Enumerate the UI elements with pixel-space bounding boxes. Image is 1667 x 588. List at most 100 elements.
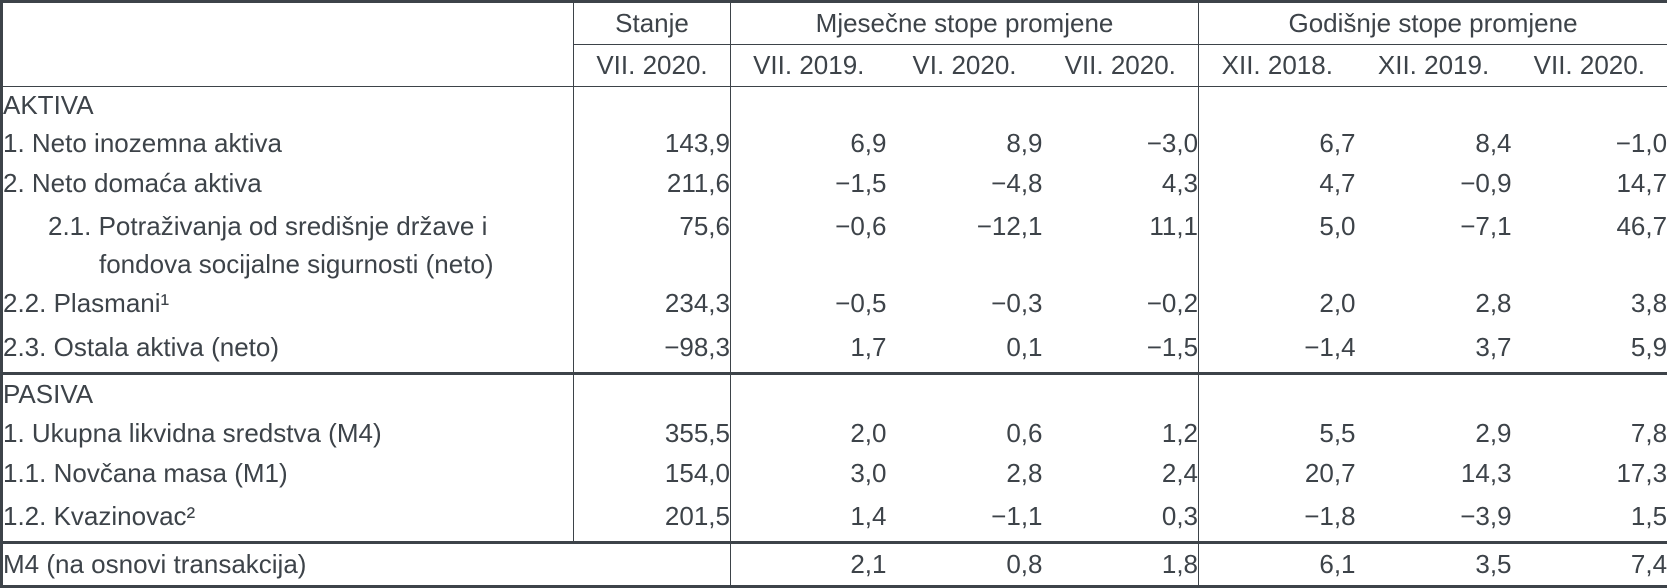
cell-value: 5,5	[1319, 418, 1356, 449]
section-label: PASIVA	[1, 373, 574, 414]
cell-value: 46,7	[1616, 211, 1667, 242]
empty-cell	[887, 374, 1043, 414]
row-kvazinovac: 1.2. Kvazinovac² 201,5 1,4 −1,1 0,3 −1,8…	[1, 493, 1667, 544]
cell-value: 154,0	[573, 453, 731, 494]
empty-cell	[1199, 87, 1356, 124]
section-label: AKTIVA	[1, 86, 574, 124]
empty-cell	[731, 374, 887, 414]
cell-value: 355,5	[573, 413, 731, 454]
cell-value: −7,1	[1460, 211, 1512, 242]
cell-value: 0,1	[886, 323, 1043, 376]
empty-cell	[1199, 374, 1356, 414]
cell-value: 3,7	[1355, 323, 1512, 376]
header-annual-period-2: XII. 2019.	[1355, 44, 1512, 88]
cell-value: 20,7	[1304, 458, 1356, 489]
empty-cell	[1356, 374, 1512, 414]
cell-value: 234,3	[573, 283, 731, 324]
row-plasmani: 2.2. Plasmani¹ 234,3 −0,5 −0,3 −0,2 2,0 …	[1, 283, 1667, 324]
corner-cell	[1, 1, 574, 88]
row-ostala-aktiva: 2.3. Ostala aktiva (neto) −98,3 1,7 0,1 …	[1, 323, 1667, 376]
cell-value: 11,1	[1042, 203, 1200, 284]
row-label: 2.2. Plasmani¹	[1, 283, 574, 324]
cell-value: 1,5	[1511, 493, 1667, 544]
cell-value: 5,9	[1511, 323, 1667, 376]
cell-value: −1,1	[886, 493, 1043, 544]
cell-value: −1,4	[1198, 323, 1356, 376]
empty-cell	[1042, 373, 1200, 414]
cell-value: 14,7	[1616, 167, 1667, 198]
cell-value: −1,8	[1198, 493, 1356, 544]
cell-value: 8,4	[1475, 127, 1512, 158]
cell-value: 2,1	[850, 548, 887, 579]
cell-value: −1,0	[1615, 127, 1667, 158]
cell-value: 2,4	[1042, 453, 1200, 494]
row-label: 1. Neto inozemna aktiva	[1, 123, 574, 164]
row-label: 1.2. Kvazinovac²	[1, 493, 574, 544]
header-monthly-period-1: VII. 2019.	[730, 44, 887, 88]
cell-value: −0,6	[835, 211, 887, 242]
header-monthly-period-3: VII. 2020.	[1042, 44, 1200, 88]
cell-value: 211,6	[573, 163, 731, 204]
section-row-pasiva: PASIVA	[1, 373, 1667, 414]
cell-value: −1,5	[835, 167, 887, 198]
cell-value: 4,3	[1042, 163, 1200, 204]
header-annual-group: Godišnje stope promjene	[1198, 1, 1667, 46]
cell-value: −0,2	[1042, 283, 1200, 324]
cell-value: 3,5	[1475, 548, 1512, 579]
row-neto-domaca-aktiva: 2. Neto domaća aktiva 211,6 −1,5 −4,8 4,…	[1, 163, 1667, 204]
cell-value: 8,9	[1006, 127, 1043, 158]
row-neto-inozemna-aktiva: 1. Neto inozemna aktiva 143,9 6,9 8,9 −3…	[1, 123, 1667, 164]
cell-value: 1,8	[1042, 542, 1200, 587]
row-label: 2.1. Potraživanja od središnje države i …	[1, 203, 574, 284]
row-m4-transakcije: M4 (na osnovi transakcija) 2,1 0,8 1,8 6…	[1, 542, 1667, 587]
cell-value: 2,0	[1319, 287, 1356, 318]
empty-cell	[731, 87, 887, 124]
empty-cell	[1042, 86, 1200, 124]
cell-value: 143,9	[573, 123, 731, 164]
header-annual-period-1: XII. 2018.	[1198, 44, 1356, 88]
header-row-groups: Stanje Mjesečne stope promjene Godišnje …	[1, 1, 1667, 88]
cell-value: 17,3	[1616, 458, 1667, 489]
cell-value: 1,4	[730, 493, 887, 544]
header-monthly-group: Mjesečne stope promjene	[730, 1, 1200, 46]
header-monthly-period-2: VI. 2020.	[886, 44, 1043, 88]
row-label-line-1: 2.1. Potraživanja od središnje države i	[48, 211, 488, 242]
row-label: M4 (na osnovi transakcija)	[1, 542, 731, 587]
empty-cell	[573, 373, 731, 414]
header-stanje-period: VII. 2020.	[573, 44, 731, 88]
header-annual-period-3: VII. 2020.	[1511, 44, 1667, 88]
row-potrazivanja: 2.1. Potraživanja od središnje države i …	[1, 203, 1667, 284]
cell-value: −12,1	[976, 211, 1043, 242]
empty-cell	[1512, 87, 1667, 124]
cell-value: 7,4	[1630, 548, 1667, 579]
cell-value: 0,3	[1042, 493, 1200, 544]
cell-value: 4,7	[1319, 167, 1356, 198]
header-row-periods: VII. 2020. VII. 2019. VI. 2020. VII. 202…	[2, 44, 1667, 88]
cell-value: 5,0	[1319, 211, 1356, 242]
cell-value: 3,8	[1630, 287, 1667, 318]
empty-cell	[1356, 87, 1512, 124]
cell-value: 0,6	[1006, 418, 1043, 449]
section-row-aktiva: AKTIVA	[1, 86, 1667, 124]
row-label-line-2: fondova socijalne sigurnosti (neto)	[99, 249, 494, 280]
cell-value: 0,8	[1006, 548, 1043, 579]
cell-value: 1,7	[730, 323, 887, 376]
empty-cell	[887, 87, 1043, 124]
cell-value: 6,9	[850, 127, 887, 158]
cell-value: −98,3	[573, 323, 731, 376]
cell-value: 6,1	[1319, 548, 1356, 579]
row-label: 1. Ukupna likvidna sredstva (M4)	[1, 413, 574, 454]
cell-value: −4,8	[991, 167, 1043, 198]
cell-value: −1,5	[1042, 323, 1200, 376]
cell-value: 2,0	[850, 418, 887, 449]
cell-value: −0,5	[835, 287, 887, 318]
cell-value: −0,3	[991, 287, 1043, 318]
cell-value: 2,8	[1006, 458, 1043, 489]
cell-value: 2,9	[1475, 418, 1512, 449]
empty-cell	[1512, 374, 1667, 414]
cell-value: 1,2	[1042, 413, 1200, 454]
row-label: 1.1. Novčana masa (M1)	[1, 453, 574, 494]
row-label: 2. Neto domaća aktiva	[1, 163, 574, 204]
